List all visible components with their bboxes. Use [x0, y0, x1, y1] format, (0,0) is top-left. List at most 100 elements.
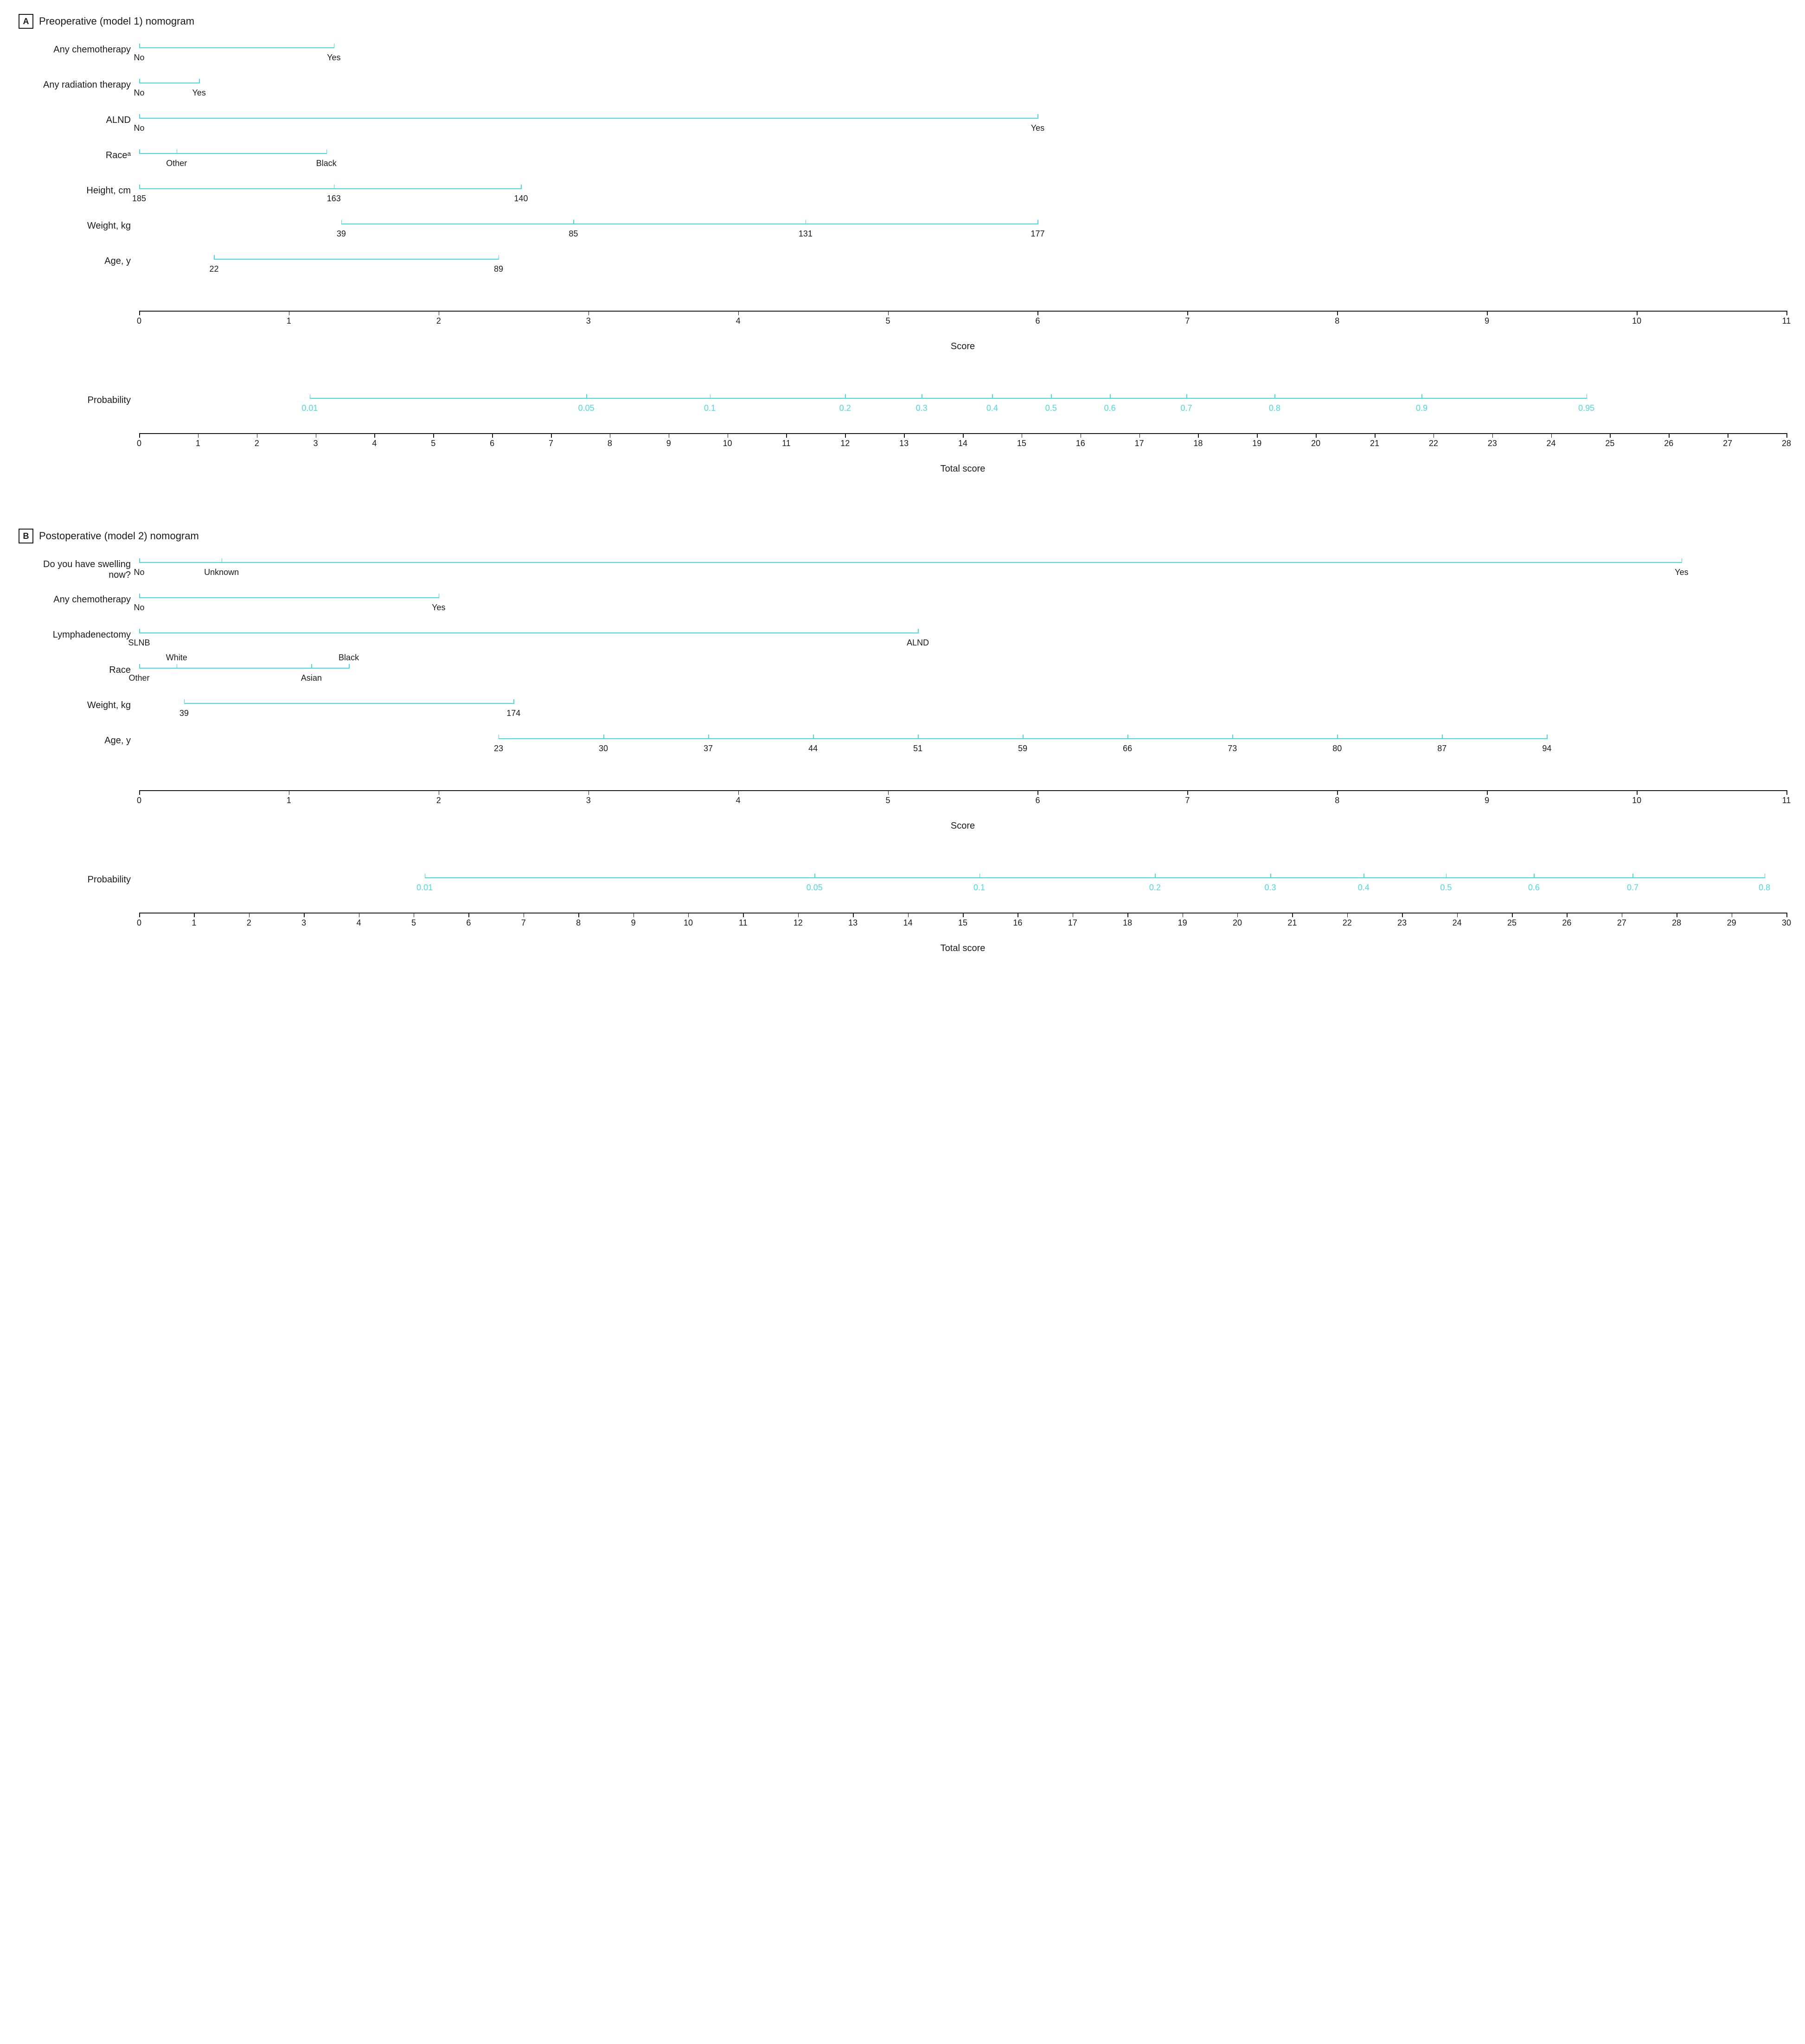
tick-label: 0: [137, 439, 141, 448]
tick-label: 10: [723, 439, 732, 448]
variable-row: Age, y2330374451596673808794: [19, 734, 1786, 761]
tick: [311, 664, 312, 669]
tick: [1786, 790, 1787, 795]
tick: [1022, 433, 1023, 438]
tick: [139, 913, 140, 917]
tick-label: 0.3: [916, 403, 928, 413]
tick-label: 85: [569, 229, 578, 239]
tick-label: 2: [436, 796, 441, 805]
tick-label: 0.2: [839, 403, 851, 413]
tick-label: 37: [704, 744, 713, 754]
tick: [349, 664, 350, 669]
tick: [1037, 790, 1038, 795]
tick: [586, 394, 587, 399]
tick: [738, 790, 739, 795]
tick-label: 5: [886, 316, 890, 326]
tick: [918, 629, 919, 633]
tick: [1186, 394, 1187, 399]
tick: [1139, 433, 1140, 438]
variable-label: Any radiation therapy: [19, 78, 139, 90]
tick: [1786, 433, 1787, 438]
tick: [908, 913, 909, 917]
axis-line: [139, 47, 334, 48]
tick-label: 7: [549, 439, 553, 448]
tick-label: 174: [506, 709, 520, 718]
axis-row: 01234567891011: [19, 786, 1786, 813]
tick: [1237, 913, 1238, 917]
variable-label: Lymphadenectomy: [19, 628, 139, 640]
variable-row: Any radiation therapyNoYes: [19, 78, 1786, 106]
tick-label: 1: [192, 918, 196, 928]
variable-row: Height, cm185163140: [19, 184, 1786, 211]
tick-label: 19: [1178, 918, 1187, 928]
tick: [1632, 874, 1633, 878]
tick-label: 30: [599, 744, 608, 754]
variable-label: Any chemotherapy: [19, 43, 139, 55]
tick-label: Black: [339, 653, 359, 663]
variable-axis: WhiteBlackOtherAsian: [139, 663, 1786, 691]
tick-label: SLNB: [128, 638, 150, 648]
axis-line: [139, 790, 1786, 791]
tick-label: 24: [1453, 918, 1462, 928]
tick-label: 1: [196, 439, 200, 448]
tick-label: Yes: [432, 603, 445, 613]
tick-label: 21: [1287, 918, 1297, 928]
tick: [249, 913, 250, 917]
variable-row: Weight, kg39174: [19, 698, 1786, 726]
tick-label: 11: [1782, 316, 1791, 326]
tick-label: 9: [631, 918, 636, 928]
variable-axis: OtherBlack: [139, 148, 1786, 176]
tick: [1274, 394, 1275, 399]
tick-label: 0.8: [1269, 403, 1280, 413]
tick: [433, 433, 434, 438]
tick: [289, 790, 290, 795]
tick-label: 10: [1632, 796, 1641, 805]
variable-axis: 3985131177: [139, 219, 1786, 247]
tick-label: 8: [1335, 796, 1339, 805]
tick: [1402, 913, 1403, 917]
tick: [1375, 433, 1376, 438]
tick-label: 6: [466, 918, 471, 928]
tick-label: Black: [316, 159, 337, 168]
variable-label: ALND: [19, 113, 139, 126]
tick: [1257, 433, 1258, 438]
tick-label: 25: [1605, 439, 1614, 448]
tick-label: No: [134, 53, 144, 63]
variable-axis: 2330374451596673808794: [139, 734, 1786, 761]
axis-title: Score: [139, 341, 1786, 352]
variable-label: Weight, kg: [19, 698, 139, 711]
tick: [1442, 735, 1443, 739]
tick: [1316, 433, 1317, 438]
tick-label: 4: [736, 316, 741, 326]
tick-label: 0.6: [1528, 883, 1540, 893]
tick: [1512, 913, 1513, 917]
axis-title: Score: [139, 821, 1786, 831]
tick-label: 51: [913, 744, 922, 754]
tick: [738, 311, 739, 315]
axis-line: [214, 259, 499, 260]
tick: [1081, 433, 1082, 438]
tick-label: 0.4: [1358, 883, 1370, 893]
tick-label: 21: [1370, 439, 1379, 448]
tick-label: 6: [1035, 796, 1040, 805]
tick-label: 0.6: [1104, 403, 1116, 413]
probability-label: Probability: [19, 393, 139, 406]
tick: [918, 735, 919, 739]
tick: [963, 913, 964, 917]
tick-label: 11: [739, 918, 748, 928]
tick: [1037, 114, 1038, 119]
tick: [1127, 913, 1128, 917]
tick-label: 26: [1562, 918, 1571, 928]
tick-label: 28: [1672, 918, 1681, 928]
tick-label: 3: [314, 439, 318, 448]
tick-label: Yes: [1675, 568, 1688, 577]
tick: [669, 433, 670, 438]
tick: [798, 913, 799, 917]
tick: [316, 433, 317, 438]
tick: [1567, 913, 1568, 917]
tick: [813, 735, 814, 739]
variable-row: Any chemotherapyNoYes: [19, 43, 1786, 70]
tick: [1232, 735, 1233, 739]
tick: [1534, 874, 1535, 878]
tick: [610, 433, 611, 438]
